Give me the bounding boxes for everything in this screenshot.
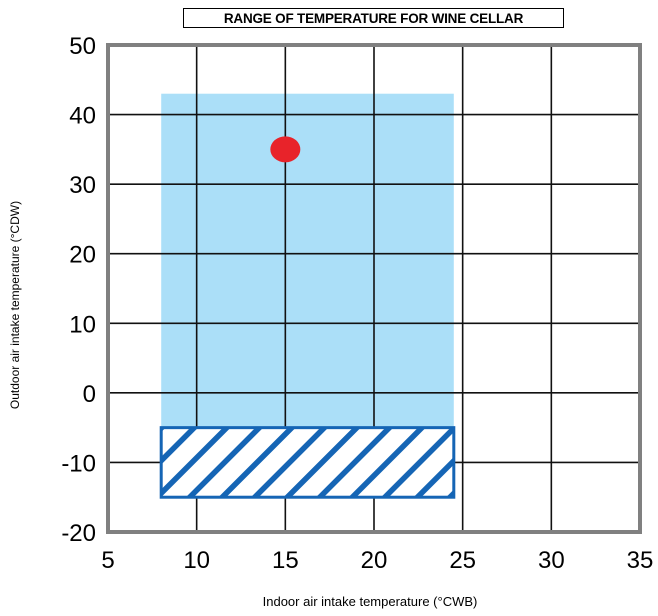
y-axis-label: Outdoor air intake temperature (°CDW) [8, 200, 22, 410]
y-tick-label: -20 [61, 520, 96, 547]
y-tick-label: 30 [69, 172, 96, 199]
data-point [270, 136, 301, 163]
plot-frame [106, 43, 642, 534]
y-tick-label: 20 [69, 242, 96, 269]
x-axis-label: Indoor air intake temperature (°CWB) [262, 594, 478, 609]
x-tick-label: 30 [538, 547, 565, 574]
hatched-range-region [159, 426, 456, 499]
y-tick-label: -10 [61, 450, 96, 477]
x-tick-label: 20 [361, 547, 388, 574]
x-tick-label: 15 [272, 547, 299, 574]
y-tick-label: 0 [83, 381, 96, 408]
x-tick-label: 10 [183, 547, 210, 574]
chart-title: RANGE OF TEMPERATURE FOR WINE CELLAR [183, 8, 564, 28]
x-tick-label: 25 [449, 547, 476, 574]
y-tick-label: 10 [69, 311, 96, 338]
x-tick-label: 35 [627, 547, 654, 574]
y-tick-label: 50 [69, 33, 96, 60]
x-tick-label: 5 [101, 547, 114, 574]
operating-range-region [161, 93, 454, 428]
y-tick-label: 40 [69, 103, 96, 130]
